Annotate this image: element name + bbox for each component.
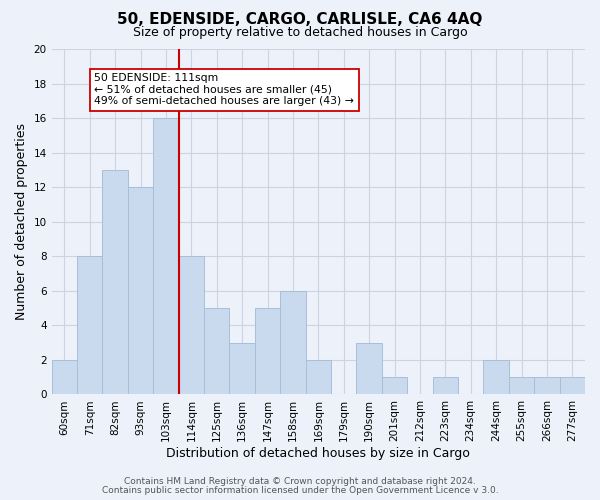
Bar: [356, 342, 382, 394]
Text: 50 EDENSIDE: 111sqm
← 51% of detached houses are smaller (45)
49% of semi-detach: 50 EDENSIDE: 111sqm ← 51% of detached ho…: [94, 73, 354, 106]
Bar: [560, 377, 585, 394]
Bar: [305, 360, 331, 394]
Bar: [128, 187, 153, 394]
Y-axis label: Number of detached properties: Number of detached properties: [15, 123, 28, 320]
Bar: [484, 360, 509, 394]
Bar: [280, 291, 305, 395]
Bar: [433, 377, 458, 394]
Text: 50, EDENSIDE, CARGO, CARLISLE, CA6 4AQ: 50, EDENSIDE, CARGO, CARLISLE, CA6 4AQ: [118, 12, 482, 28]
Bar: [77, 256, 103, 394]
Bar: [179, 256, 204, 394]
X-axis label: Distribution of detached houses by size in Cargo: Distribution of detached houses by size …: [166, 447, 470, 460]
Text: Contains public sector information licensed under the Open Government Licence v : Contains public sector information licen…: [101, 486, 499, 495]
Bar: [509, 377, 534, 394]
Bar: [153, 118, 179, 394]
Text: Size of property relative to detached houses in Cargo: Size of property relative to detached ho…: [133, 26, 467, 39]
Bar: [103, 170, 128, 394]
Bar: [382, 377, 407, 394]
Bar: [229, 342, 255, 394]
Bar: [204, 308, 229, 394]
Bar: [255, 308, 280, 394]
Bar: [52, 360, 77, 394]
Bar: [534, 377, 560, 394]
Text: Contains HM Land Registry data © Crown copyright and database right 2024.: Contains HM Land Registry data © Crown c…: [124, 477, 476, 486]
